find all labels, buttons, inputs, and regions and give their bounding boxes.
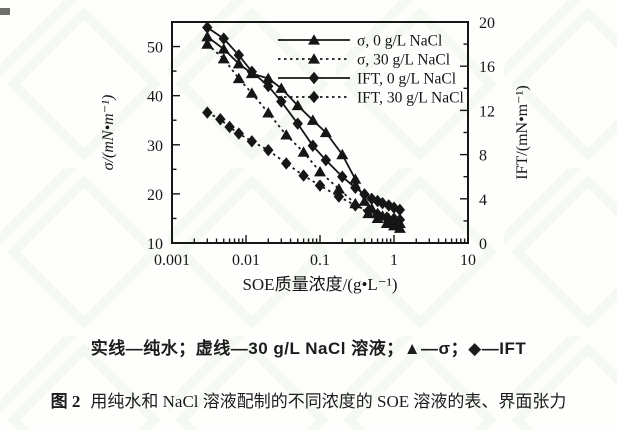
triangle-marker: [232, 72, 245, 84]
legend-item: [278, 34, 350, 45]
diamond-marker: [394, 203, 406, 217]
triangle-marker: [201, 38, 214, 49]
diamond-marker: [292, 117, 303, 130]
triangle-marker: [217, 43, 230, 54]
chart: 0.001 0.01 0.1 1 10SOE质量浓度/(g•L⁻¹)1020304050…: [100, 15, 531, 294]
diamond-marker: [224, 120, 235, 134]
diamond-marker: [246, 65, 258, 78]
triangle-marker: [332, 183, 345, 194]
diamond-marker: [350, 199, 361, 212]
legend-label: IFT, 0 g/L NaCl: [357, 71, 456, 88]
triangle-marker: [280, 129, 293, 140]
triangle-marker: [358, 195, 371, 206]
diamond-marker: [350, 181, 361, 194]
x-tick-label: 0.001: [154, 252, 190, 269]
figure-number: 图 2: [50, 392, 81, 411]
diamond-marker: [372, 208, 383, 221]
triangle-marker: [306, 114, 319, 125]
figure-key-line: 实线—纯水；虚线—30 g/L NaCl 溶液；▲—σ；◆—IFT: [90, 339, 527, 358]
diamond-marker: [388, 212, 400, 225]
diamond-marker: [363, 204, 374, 218]
y-right-tick-label: 16: [479, 59, 495, 76]
y-left-tick-label: 40: [147, 89, 163, 106]
legend-item: [278, 53, 350, 64]
diamond-marker: [337, 170, 348, 183]
y-left-axis-title: σ/(mN•m⁻¹): [100, 95, 117, 171]
triangle-marker: [349, 173, 362, 184]
y-left-tick-label: 20: [147, 187, 163, 204]
diamond-marker: [298, 169, 309, 182]
triangle-marker: [245, 87, 258, 98]
diamond-marker: [246, 135, 258, 148]
scan-artifact: [0, 8, 10, 15]
x-axis-title: SOE质量浓度/(g•L⁻¹): [242, 275, 397, 294]
series-2: [202, 21, 406, 217]
triangle-marker: [262, 72, 275, 84]
y-right-ticks: [460, 21, 468, 244]
diamond-marker: [281, 157, 292, 170]
triangle-marker: [308, 34, 320, 45]
diamond-marker: [359, 188, 370, 201]
diamond-marker: [320, 153, 332, 167]
legend-item: [278, 90, 350, 104]
diamond-marker: [263, 143, 274, 157]
diamond-marker: [202, 106, 213, 119]
legend-label: σ, 30 g/L NaCl: [357, 52, 450, 69]
triangle-marker: [201, 30, 214, 42]
x-tick-label: 10: [460, 252, 476, 269]
triangle-marker: [314, 165, 326, 177]
figure-caption-text: 用纯水和 NaCl 溶液配制的不同浓度的 SOE 溶液的表、界面张力: [90, 392, 567, 411]
diamond-marker: [202, 21, 213, 34]
diamond-marker: [218, 32, 229, 45]
diamond-marker: [394, 213, 406, 226]
x-axis-ticks: [171, 235, 469, 243]
diamond-marker: [276, 95, 287, 108]
diamond-marker: [233, 127, 245, 140]
triangle-marker: [319, 126, 332, 138]
y-left-tick-label: 50: [147, 40, 163, 57]
triangle-marker: [217, 53, 230, 64]
y-left-tick-label: 30: [147, 138, 163, 155]
y-right-tick-label: 4: [479, 192, 487, 209]
diamond-marker: [307, 139, 319, 152]
diamond-marker: [263, 79, 274, 93]
triangle-marker: [393, 222, 406, 233]
y-right-tick-label: 0: [479, 236, 487, 253]
x-tick-label: 0.01: [232, 252, 260, 269]
y-right-tick-label: 12: [479, 103, 495, 120]
figure-caption: 图 2 用纯水和 NaCl 溶液配制的不同浓度的 SOE 溶液的表、界面张力: [0, 387, 617, 412]
diamond-marker: [308, 71, 320, 85]
diamond-marker: [333, 190, 345, 203]
legend-label: IFT, 30 g/L NaCl: [357, 90, 464, 107]
legend-item: [278, 71, 350, 85]
triangle-marker: [308, 53, 320, 64]
triangle-marker: [291, 99, 304, 111]
legend-label: σ, 0 g/L NaCl: [357, 33, 442, 50]
y-left-ticks: [172, 45, 180, 244]
y-right-tick-label: 20: [479, 15, 495, 32]
legend: [278, 34, 350, 104]
triangle-marker: [232, 57, 245, 69]
series-3: [202, 106, 406, 226]
diamond-marker: [381, 211, 393, 224]
diamond-marker: [314, 179, 326, 192]
y-right-tick-label: 8: [479, 148, 487, 165]
series-line: [206, 111, 401, 221]
y-right-axis-title: IFT/(mN•m⁻¹): [514, 85, 531, 179]
triangle-marker: [275, 82, 288, 93]
y-left-tick-label: 10: [147, 236, 163, 253]
diamond-marker: [233, 48, 245, 62]
triangle-marker: [297, 146, 310, 157]
triangle-marker: [262, 107, 275, 118]
diamond-marker: [308, 90, 320, 104]
triangle-marker: [336, 148, 349, 160]
x-tick-label: 0.1: [310, 252, 330, 269]
diamond-marker: [215, 113, 226, 126]
x-tick-label: 1: [390, 252, 398, 269]
